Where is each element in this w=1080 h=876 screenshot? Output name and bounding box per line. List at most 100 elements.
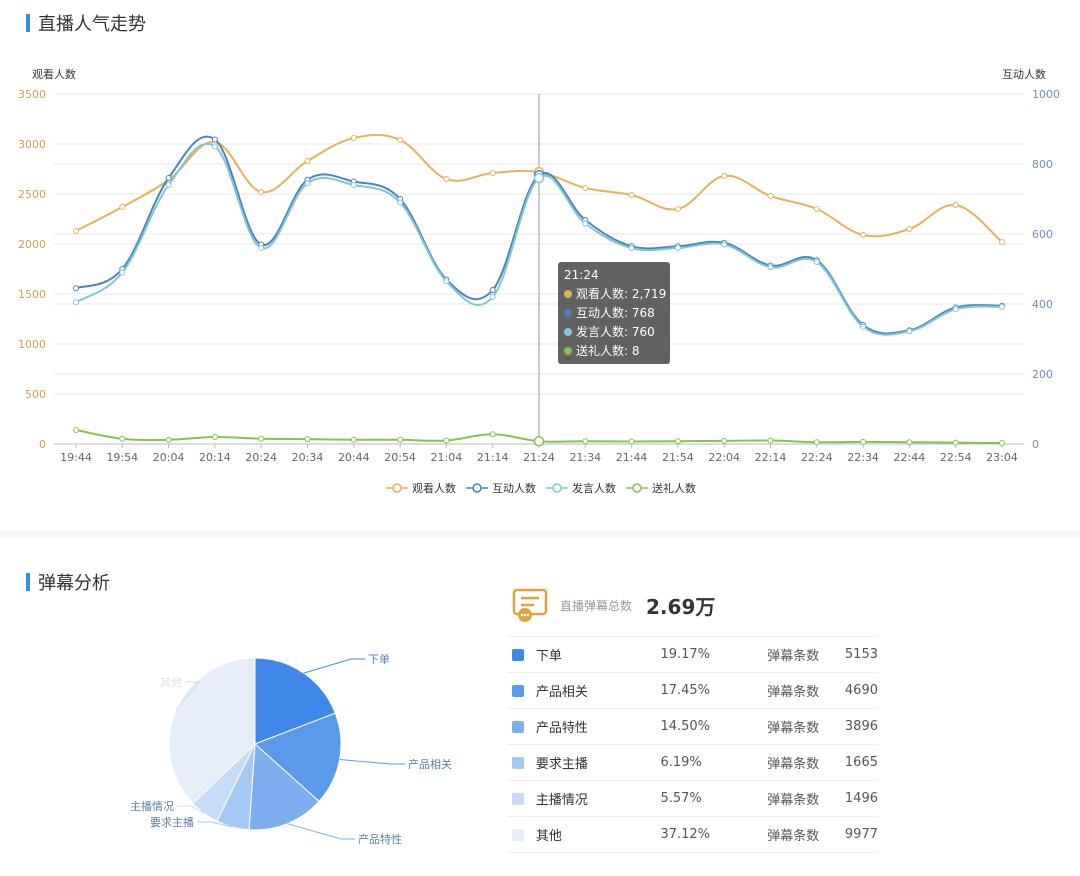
data-point[interactable] bbox=[443, 278, 450, 285]
data-point[interactable] bbox=[489, 170, 496, 176]
data-point[interactable] bbox=[582, 438, 589, 445]
legend-label: 发言人数 bbox=[572, 481, 616, 495]
trend-title-text: 直播人气走势 bbox=[38, 14, 146, 35]
legend-row[interactable]: 其他 37.12% 弹幕条数 9977 bbox=[508, 817, 878, 853]
data-point[interactable] bbox=[397, 436, 404, 443]
data-point[interactable] bbox=[443, 176, 450, 182]
data-point[interactable] bbox=[906, 226, 913, 232]
data-point[interactable] bbox=[721, 173, 728, 179]
data-point[interactable] bbox=[211, 434, 218, 440]
y2-tick-label: 600 bbox=[1032, 228, 1053, 241]
data-point[interactable] bbox=[674, 245, 681, 251]
data-point[interactable] bbox=[258, 435, 265, 442]
data-point[interactable] bbox=[860, 232, 867, 238]
legend-row[interactable]: 下单 19.17% 弹幕条数 5153 bbox=[508, 637, 878, 673]
legend-marker bbox=[472, 483, 482, 493]
data-point[interactable] bbox=[628, 438, 635, 445]
legend-row[interactable]: 要求主播 6.19% 弹幕条数 1665 bbox=[508, 745, 878, 781]
pie-slice[interactable] bbox=[254, 712, 342, 803]
data-point[interactable] bbox=[582, 185, 589, 191]
data-point[interactable] bbox=[304, 436, 311, 443]
data-point[interactable] bbox=[906, 439, 913, 446]
pie-slice[interactable] bbox=[168, 657, 256, 805]
y2-tick-label: 400 bbox=[1032, 298, 1053, 311]
danmu-title-text: 弹幕分析 bbox=[38, 573, 110, 594]
data-point[interactable] bbox=[813, 206, 820, 212]
data-point[interactable] bbox=[813, 259, 820, 265]
data-point[interactable] bbox=[165, 436, 172, 443]
data-point[interactable] bbox=[999, 303, 1005, 310]
data-point[interactable] bbox=[119, 269, 126, 276]
data-point[interactable] bbox=[397, 199, 404, 206]
data-point[interactable] bbox=[304, 180, 311, 187]
data-point[interactable] bbox=[350, 436, 357, 443]
data-point[interactable] bbox=[533, 172, 545, 184]
data-point[interactable] bbox=[674, 206, 681, 212]
tooltip-swatch bbox=[564, 347, 572, 355]
pie-label: 要求主播 bbox=[150, 815, 194, 829]
data-point[interactable] bbox=[721, 437, 728, 444]
data-point[interactable] bbox=[999, 439, 1005, 446]
data-point[interactable] bbox=[489, 287, 496, 293]
data-point[interactable] bbox=[999, 239, 1005, 245]
data-point[interactable] bbox=[397, 137, 404, 143]
data-point[interactable] bbox=[73, 285, 79, 292]
y-tick-label: 500 bbox=[25, 388, 46, 401]
x-tick-label: 22:04 bbox=[708, 451, 740, 464]
data-point[interactable] bbox=[443, 437, 450, 444]
legend-label: 观看人数 bbox=[412, 481, 456, 495]
y2-axis-label: 互动人数 bbox=[1002, 68, 1046, 81]
pie-label: 产品相关 bbox=[408, 757, 452, 771]
data-point[interactable] bbox=[211, 143, 218, 150]
legend-item[interactable]: 互动人数 bbox=[466, 482, 536, 495]
legend-percent: 19.17% bbox=[660, 647, 711, 662]
data-point[interactable] bbox=[952, 202, 959, 208]
popularity-line-chart[interactable]: 0 500 1000 1500 2000 2500 3000 3500 0 200 400 600 80… bbox=[0, 0, 1080, 520]
data-point[interactable] bbox=[258, 189, 265, 195]
legend-label: 互动人数 bbox=[492, 482, 536, 495]
data-point[interactable] bbox=[860, 438, 867, 445]
pie-slice[interactable] bbox=[254, 657, 336, 745]
data-point[interactable] bbox=[721, 241, 728, 248]
legend-item[interactable]: 观看人数 bbox=[386, 481, 456, 495]
legend-percent: 5.57% bbox=[660, 791, 702, 806]
data-point[interactable] bbox=[165, 182, 172, 188]
legend-row[interactable]: 产品相关 17.45% 弹幕条数 4690 bbox=[508, 673, 878, 709]
data-point[interactable] bbox=[165, 175, 172, 181]
data-point[interactable] bbox=[73, 228, 79, 234]
data-point[interactable] bbox=[767, 264, 774, 271]
legend-row[interactable]: 主播情况 5.57% 弹幕条数 1496 bbox=[508, 781, 878, 817]
data-point[interactable] bbox=[860, 323, 867, 330]
data-point[interactable] bbox=[533, 435, 545, 447]
data-point[interactable] bbox=[906, 328, 913, 335]
legend-item[interactable]: 发言人数 bbox=[546, 481, 616, 495]
data-point[interactable] bbox=[767, 193, 774, 199]
data-point[interactable] bbox=[119, 435, 126, 442]
data-point[interactable] bbox=[813, 439, 820, 446]
data-point[interactable] bbox=[73, 427, 79, 433]
pie-slice[interactable] bbox=[248, 742, 320, 831]
data-point[interactable] bbox=[767, 437, 774, 444]
data-point[interactable] bbox=[350, 182, 357, 188]
y-tick-label: 3000 bbox=[18, 138, 46, 151]
data-point[interactable] bbox=[211, 136, 218, 143]
data-point[interactable] bbox=[489, 294, 496, 300]
data-point[interactable] bbox=[952, 439, 959, 446]
data-point[interactable] bbox=[119, 204, 126, 210]
data-point[interactable] bbox=[582, 220, 589, 227]
legend-row[interactable]: 产品特性 14.50% 弹幕条数 3896 bbox=[508, 709, 878, 745]
legend-count-label: 弹幕条数 bbox=[767, 685, 820, 700]
data-point[interactable] bbox=[304, 158, 311, 164]
data-point[interactable] bbox=[628, 245, 635, 251]
x-tick-label: 22:24 bbox=[801, 451, 833, 464]
data-point[interactable] bbox=[628, 192, 635, 198]
legend-item[interactable]: 送礼人数 bbox=[626, 481, 696, 495]
pie-label: 主播情况 bbox=[130, 799, 174, 813]
data-point[interactable] bbox=[674, 438, 681, 445]
data-point[interactable] bbox=[73, 299, 79, 306]
data-point[interactable] bbox=[350, 135, 357, 141]
data-point[interactable] bbox=[489, 431, 496, 438]
data-point[interactable] bbox=[952, 306, 959, 313]
data-point[interactable] bbox=[258, 245, 265, 251]
